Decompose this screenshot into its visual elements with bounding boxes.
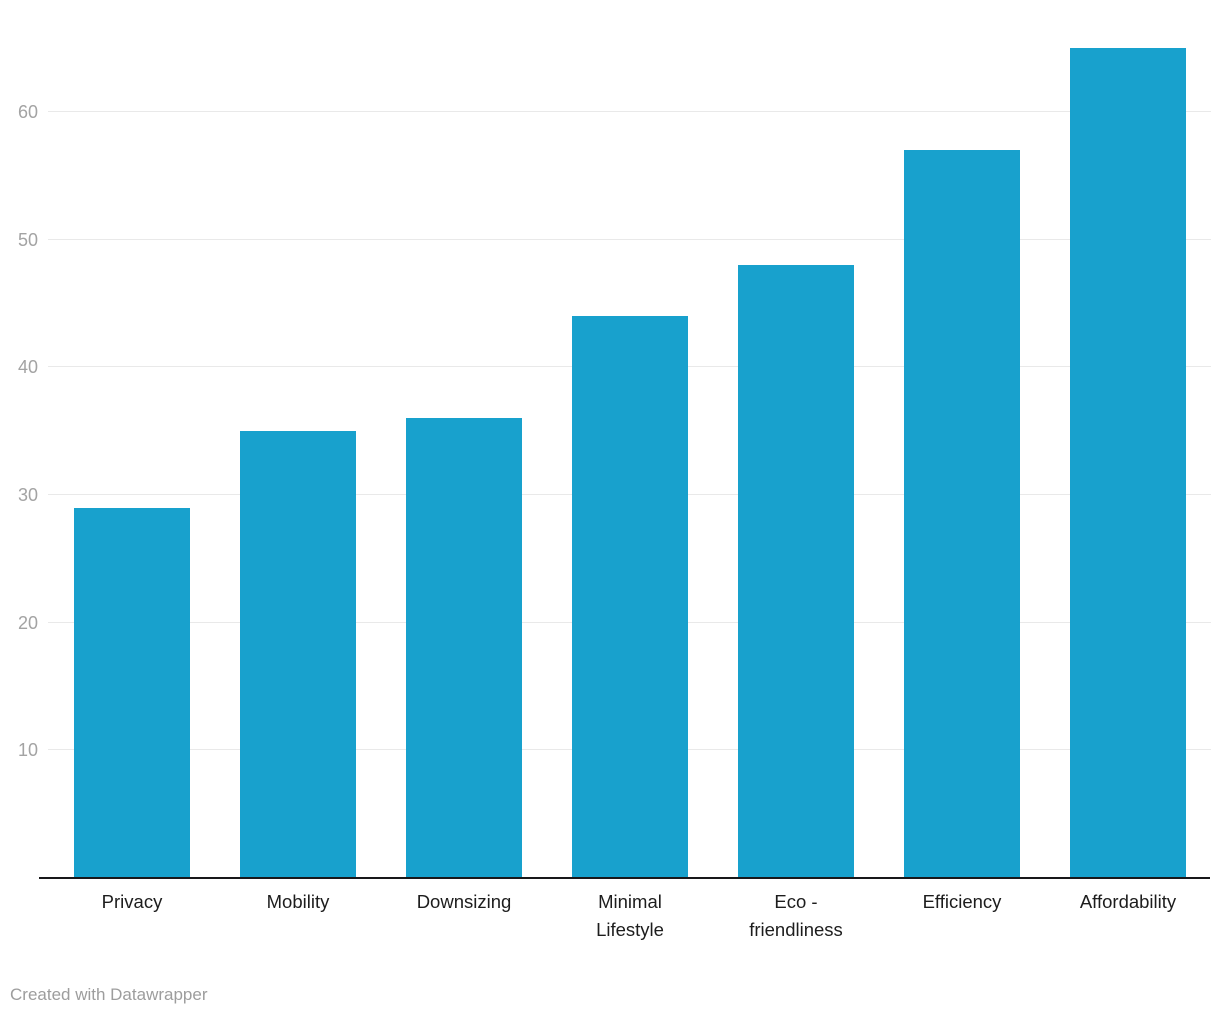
x-axis-label-minimal-lifestyle: Minimal Lifestyle: [596, 891, 664, 940]
y-tick-label-30: 30: [17, 485, 38, 505]
y-tick-label-40: 40: [17, 357, 38, 377]
bar-mobility: [240, 431, 356, 878]
bar-eco-friendliness: [738, 265, 854, 878]
attribution-text: Created with Datawrapper: [10, 985, 208, 1004]
bar-privacy: [74, 508, 190, 878]
y-tick-label-20: 20: [17, 613, 38, 633]
x-axis-label-efficiency: Efficiency: [922, 891, 1002, 912]
x-axis-label-mobility: Mobility: [266, 891, 330, 912]
x-axis-label-privacy: Privacy: [101, 891, 163, 912]
gridline-50: [48, 239, 1211, 240]
y-tick-label-60: 60: [17, 102, 38, 122]
y-tick-label-10: 10: [17, 740, 38, 760]
x-axis-line: [39, 877, 1210, 879]
gridline-60: [48, 111, 1211, 112]
bar-minimal-lifestyle: [572, 316, 688, 878]
x-axis-label-affordability: Affordability: [1079, 891, 1177, 912]
bar-affordability: [1070, 48, 1186, 878]
bar-downsizing: [406, 418, 522, 878]
x-axis-label-downsizing: Downsizing: [416, 891, 512, 912]
bar-efficiency: [904, 150, 1020, 878]
x-axis-label-eco-friendliness: Eco - friendliness: [749, 891, 843, 940]
y-tick-label-50: 50: [17, 230, 38, 250]
